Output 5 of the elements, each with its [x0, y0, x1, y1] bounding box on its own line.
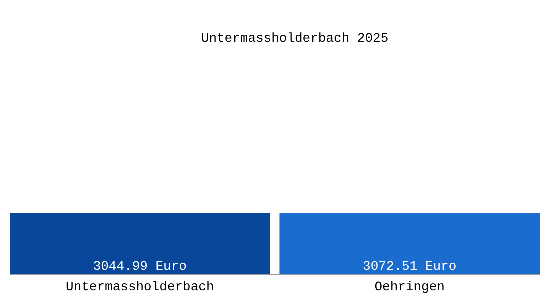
- data-label: 3072.51 Euro: [363, 259, 457, 274]
- data-label: 3044.99 Euro: [93, 259, 187, 274]
- x-tick-label: Untermassholderbach: [66, 280, 214, 294]
- x-tick-label: Oehringen: [374, 280, 445, 294]
- chart-title: Untermassholderbach 2025: [201, 31, 389, 46]
